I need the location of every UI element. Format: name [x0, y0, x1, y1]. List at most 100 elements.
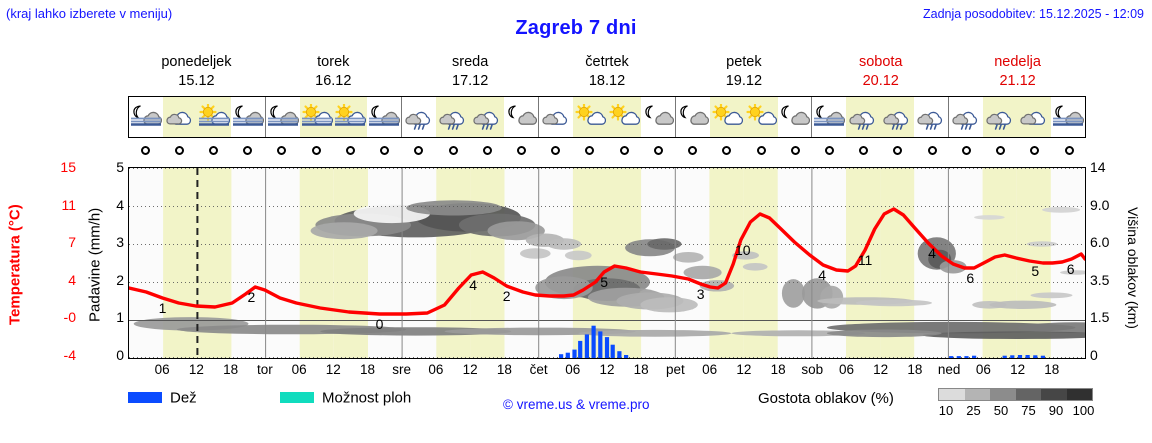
- sun-fog-icon: [333, 97, 368, 137]
- hour-marker: [333, 145, 367, 155]
- hour-marker: [573, 145, 607, 155]
- svg-text:5: 5: [600, 274, 608, 290]
- hour-marker: [881, 145, 915, 155]
- hour-marker: [162, 145, 196, 155]
- day-header-5: petek 19.12: [675, 53, 812, 93]
- hour-marker: [641, 145, 675, 155]
- hour-marker: [949, 145, 983, 155]
- circle-icon: [585, 145, 595, 155]
- hour-marker: [128, 145, 162, 155]
- x-tick-label: 12: [736, 362, 752, 377]
- day-name: nedelja: [994, 54, 1041, 70]
- temp-tick-2: 7: [68, 234, 76, 251]
- moon-cloud-icon: [504, 97, 538, 137]
- cloud-rain-icon: [983, 97, 1017, 137]
- circle-icon: [414, 145, 424, 155]
- moon-fog-icon: [367, 97, 401, 137]
- moon-fog-icon: [129, 97, 163, 137]
- precip-tick-5: 0: [116, 347, 124, 363]
- circle-icon: [824, 145, 834, 155]
- x-tick-label: 06: [975, 362, 991, 377]
- precip-tick-2: 3: [116, 234, 124, 251]
- hour-marker: [504, 145, 538, 155]
- hour-marker: [299, 145, 333, 155]
- circle-icon: [209, 145, 219, 155]
- cloud-density-tick: 10: [938, 403, 954, 418]
- x-tick-label: 18: [223, 362, 239, 377]
- day-name: četrtek: [585, 54, 629, 70]
- showers-legend-label: Možnost ploh: [322, 389, 412, 407]
- circle-icon: [345, 145, 355, 155]
- hour-marker: [539, 145, 573, 155]
- cloud-tick-3: 3.5: [1090, 271, 1110, 288]
- x-tick-label: tor: [257, 362, 273, 377]
- day-header-1: ponedeljek 15.12: [128, 53, 265, 93]
- circle-icon: [859, 145, 869, 155]
- hour-marker: [983, 145, 1017, 155]
- chart-legend: Dež Možnost ploh © vreme.us & vreme.pro …: [128, 388, 1142, 422]
- circle-icon: [140, 145, 150, 155]
- day-name: petek: [726, 54, 762, 70]
- temp-tick-5: -4: [63, 347, 76, 363]
- temperature-axis-ticks: 15 11 7 4 -0 -4: [30, 159, 76, 363]
- circle-icon: [277, 145, 287, 155]
- circle-icon: [927, 145, 937, 155]
- moon-fog-icon: [231, 97, 265, 137]
- cloud-density-tick: 50: [993, 403, 1009, 418]
- cloud-density-scale-ticks: 10 25 50 75 90 100: [936, 403, 1096, 419]
- cloud-tick-1: 9.0: [1090, 196, 1110, 213]
- cloud-density-step-5: [1066, 389, 1092, 400]
- hour-marker: [470, 145, 504, 155]
- rain-legend-label: Dež: [170, 389, 197, 407]
- day-date: 19.12: [725, 73, 763, 89]
- day-name: sobota: [858, 54, 903, 70]
- cloud-density-step-0: [939, 389, 965, 400]
- svg-text:5: 5: [1031, 263, 1039, 279]
- sun-cloud-icon: [606, 97, 641, 137]
- hour-marker: [1018, 145, 1052, 155]
- day-date: 20.12: [862, 73, 899, 89]
- day-date: 16.12: [315, 73, 352, 89]
- sun-cloud-icon: [572, 97, 607, 137]
- moon-cloud-icon: [641, 97, 675, 137]
- sun-fog-icon: [299, 97, 334, 137]
- precipitation-axis-title: Padavine (mm/h): [86, 207, 104, 323]
- x-tick-label: pet: [666, 362, 685, 377]
- cloud-icon: [538, 97, 573, 137]
- svg-text:4: 4: [928, 245, 936, 261]
- x-tick-label: 06: [838, 362, 855, 377]
- cloud-density-tick: 90: [1048, 403, 1064, 418]
- copyright-text: © vreme.us & vreme.pro: [503, 397, 650, 412]
- svg-text:2: 2: [503, 288, 511, 304]
- x-tick-label: 18: [1044, 362, 1060, 377]
- cloud-density-step-3: [1015, 389, 1041, 400]
- menu-hint-text: (kraj lahko izberete v meniju): [6, 6, 173, 21]
- cloud-rain-icon: [880, 97, 915, 137]
- cloud-density-step-1: [964, 389, 990, 400]
- cloud-density-tick: 100: [1072, 403, 1095, 418]
- precip-tick-4: 1: [116, 309, 124, 326]
- weather-icon-strip: [128, 96, 1086, 138]
- temperature-axis-title: Temperatura (°C): [6, 204, 24, 326]
- svg-text:11: 11: [858, 252, 873, 268]
- circle-icon: [790, 145, 800, 155]
- x-tick-label: 12: [462, 362, 478, 377]
- circle-icon: [961, 145, 971, 155]
- circle-icon: [756, 145, 766, 155]
- svg-text:6: 6: [1067, 261, 1075, 277]
- moon-fog-icon: [264, 97, 300, 137]
- x-tick-label: 12: [599, 362, 615, 377]
- hour-marker: [196, 145, 230, 155]
- circle-icon: [996, 145, 1006, 155]
- precip-tick-0: 5: [116, 159, 124, 175]
- hour-marker: [847, 145, 881, 155]
- cloud-rain-icon: [401, 97, 436, 137]
- cloud-density-step-2: [990, 389, 1016, 400]
- day-date: 17.12: [452, 73, 489, 89]
- cloud-rain-icon: [914, 97, 948, 137]
- x-tick-label: 12: [1010, 362, 1026, 377]
- sun-fog-icon: [196, 97, 231, 137]
- circle-icon: [517, 145, 527, 155]
- svg-text:3: 3: [697, 286, 705, 302]
- hour-marker: [710, 145, 744, 155]
